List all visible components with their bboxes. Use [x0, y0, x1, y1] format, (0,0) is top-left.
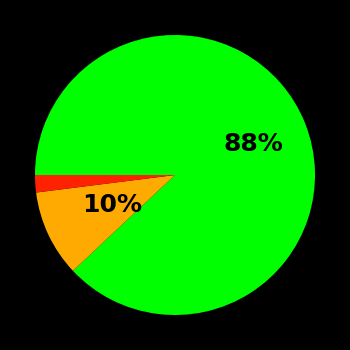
Text: 10%: 10%	[82, 193, 142, 217]
Text: 88%: 88%	[223, 132, 283, 156]
Wedge shape	[35, 175, 175, 192]
Wedge shape	[36, 175, 175, 271]
Wedge shape	[35, 35, 315, 315]
